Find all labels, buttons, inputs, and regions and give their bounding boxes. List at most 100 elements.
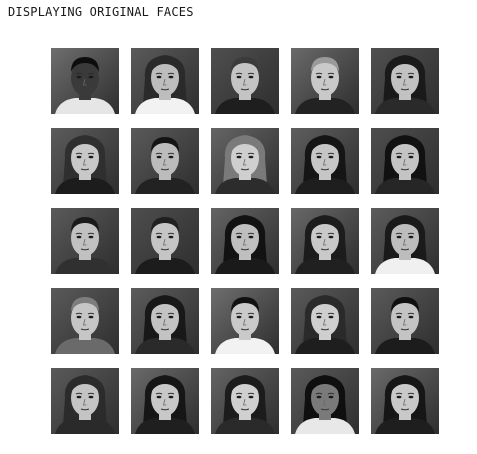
left-eyebrow [315, 392, 323, 395]
left-eyebrow [75, 152, 83, 155]
face-image [211, 288, 279, 354]
right-eye [88, 75, 94, 79]
mouth [80, 168, 90, 171]
shirt [135, 258, 195, 274]
shirt [375, 98, 435, 114]
hair-top [311, 57, 339, 72]
left-eye [396, 235, 402, 239]
nose [402, 158, 407, 166]
right-eyebrow [167, 232, 175, 235]
mouth [80, 328, 90, 331]
left-eye [156, 75, 162, 79]
left-eye [396, 155, 402, 159]
right-eye [328, 75, 334, 79]
left-eye [236, 395, 242, 399]
mouth [160, 408, 170, 411]
nose [162, 318, 167, 326]
face-image [291, 368, 359, 434]
face-oval [151, 300, 179, 336]
right-eyebrow [327, 152, 335, 155]
nose [162, 238, 167, 246]
face-oval [311, 380, 339, 416]
right-eye [88, 315, 94, 319]
nose [322, 398, 327, 406]
left-eyebrow [395, 312, 403, 315]
hair-top [150, 377, 180, 394]
left-eye [316, 155, 322, 159]
face-image [51, 128, 119, 194]
left-eyebrow [315, 152, 323, 155]
mouth [80, 248, 90, 251]
nose [322, 318, 327, 326]
left-eye [236, 155, 242, 159]
nose [162, 398, 167, 406]
hair-top [310, 377, 340, 394]
left-eye [156, 395, 162, 399]
mouth [160, 88, 170, 91]
right-eyebrow [167, 392, 175, 395]
mouth [400, 88, 410, 91]
mouth [400, 248, 410, 251]
face-oval [391, 60, 419, 96]
right-eye [88, 395, 94, 399]
right-eyebrow [167, 152, 175, 155]
face-thumbnail [211, 208, 279, 274]
nose [242, 398, 247, 406]
face-thumbnail [51, 208, 119, 274]
right-eye [328, 235, 334, 239]
hair-top [71, 57, 99, 72]
mouth [160, 168, 170, 171]
shirt [295, 338, 355, 354]
hair-top [231, 297, 259, 312]
mouth [320, 88, 330, 91]
mouth [320, 168, 330, 171]
hair-top [230, 137, 260, 154]
face-image [371, 128, 439, 194]
left-eye [156, 315, 162, 319]
shirt [375, 338, 435, 354]
right-eyebrow [247, 392, 255, 395]
face-oval [151, 60, 179, 96]
face-thumbnail [131, 288, 199, 354]
left-eyebrow [75, 232, 83, 235]
left-eye [76, 155, 82, 159]
right-eye [168, 315, 174, 319]
left-eyebrow [235, 72, 243, 75]
face-thumbnail [371, 368, 439, 434]
face-thumbnail [371, 48, 439, 114]
face-oval [231, 300, 259, 336]
left-eyebrow [155, 232, 163, 235]
nose [82, 78, 87, 86]
right-eyebrow [407, 312, 415, 315]
left-eyebrow [75, 392, 83, 395]
left-eye [316, 235, 322, 239]
hair-top [70, 137, 100, 154]
face-image [51, 368, 119, 434]
right-eyebrow [407, 72, 415, 75]
left-eyebrow [155, 152, 163, 155]
nose [82, 158, 87, 166]
shirt [215, 338, 275, 354]
hair-top [231, 57, 259, 72]
nose [322, 238, 327, 246]
left-eyebrow [395, 152, 403, 155]
face-oval [391, 380, 419, 416]
left-eyebrow [235, 392, 243, 395]
right-eye [328, 155, 334, 159]
hair-top [71, 297, 99, 312]
nose [242, 158, 247, 166]
left-eyebrow [235, 152, 243, 155]
face-image [371, 368, 439, 434]
right-eyebrow [407, 392, 415, 395]
face-oval [311, 220, 339, 256]
face-oval [391, 140, 419, 176]
hair-top [151, 217, 179, 232]
face-oval [231, 140, 259, 176]
left-eye [156, 155, 162, 159]
shirt [215, 98, 275, 114]
face-thumbnail [211, 128, 279, 194]
left-eye [236, 235, 242, 239]
left-eye [396, 75, 402, 79]
hair-top [150, 57, 180, 74]
face-thumbnail [51, 288, 119, 354]
